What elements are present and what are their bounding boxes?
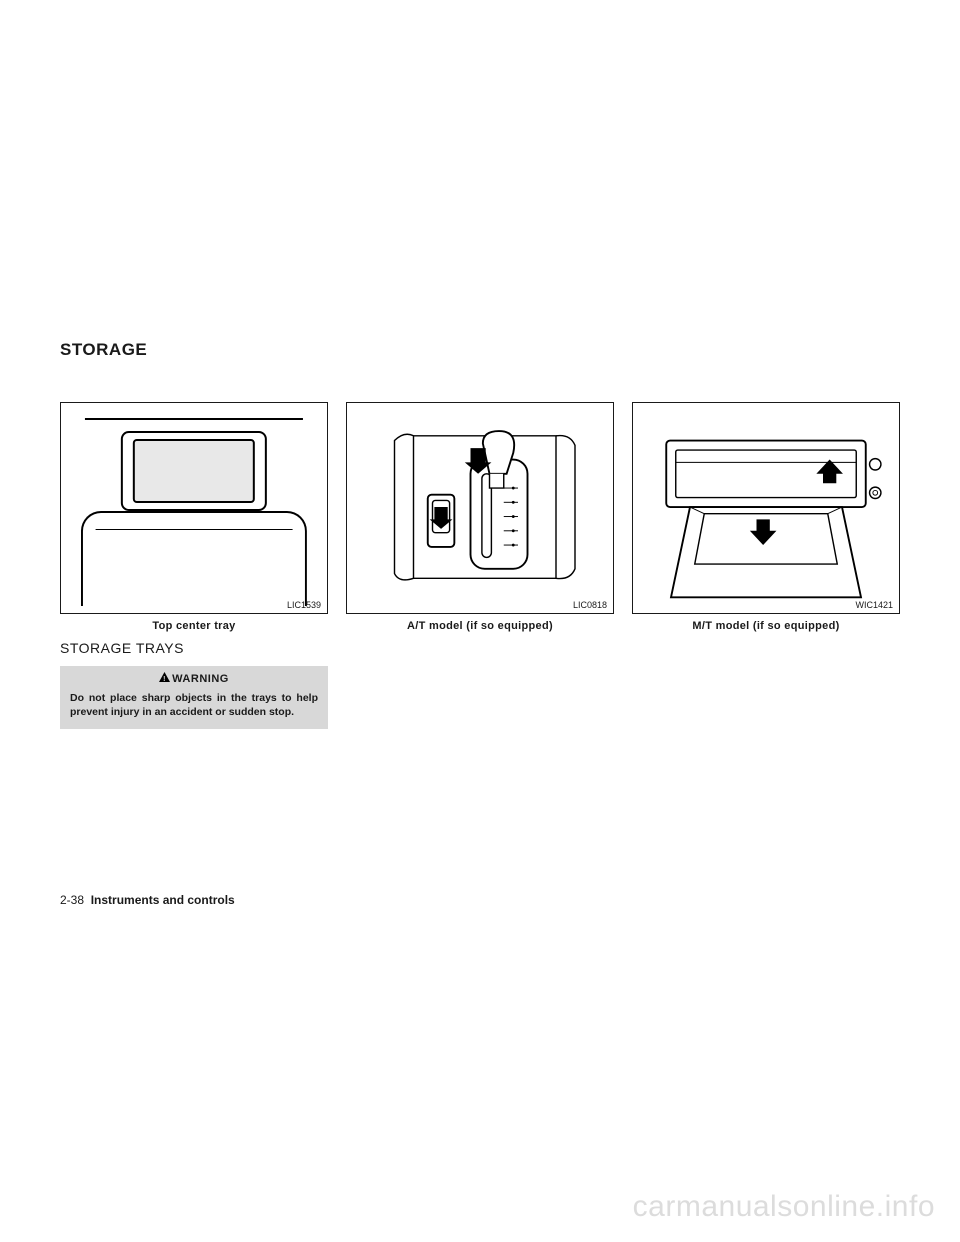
figure-caption: M/T model (if so equipped) bbox=[632, 620, 900, 632]
column-2: LIC0818 A/T model (if so equipped) bbox=[346, 402, 614, 729]
page-footer: 2-38 Instruments and controls bbox=[60, 893, 235, 907]
figure-line bbox=[85, 418, 303, 420]
figure-id: WIC1421 bbox=[855, 600, 893, 610]
figure-columns: LIC1539 Top center tray STORAGE TRAYS ! … bbox=[60, 402, 900, 729]
mt-model-diagram bbox=[633, 403, 899, 613]
figure-mt-model: WIC1421 bbox=[632, 402, 900, 614]
figure-body bbox=[81, 511, 307, 606]
section-title: STORAGE bbox=[60, 340, 900, 360]
figure-id: LIC0818 bbox=[573, 600, 607, 610]
figure-caption: Top center tray bbox=[60, 620, 328, 632]
figure-at-model: LIC0818 bbox=[346, 402, 614, 614]
warning-label: WARNING bbox=[172, 673, 229, 685]
warning-box: ! WARNING Do not place sharp objects in … bbox=[60, 666, 328, 729]
column-3: WIC1421 M/T model (if so equipped) bbox=[632, 402, 900, 729]
figure-line bbox=[96, 528, 293, 530]
figure-id: LIC1539 bbox=[287, 600, 321, 610]
chapter-name: Instruments and controls bbox=[91, 893, 235, 907]
figure-caption: A/T model (if so equipped) bbox=[346, 620, 614, 632]
warning-text: Do not place sharp objects in the trays … bbox=[70, 691, 318, 719]
column-1: LIC1539 Top center tray STORAGE TRAYS ! … bbox=[60, 402, 328, 729]
page-number: 2-38 bbox=[60, 893, 84, 907]
figure-top-center-tray: LIC1539 bbox=[60, 402, 328, 614]
warning-header: ! WARNING bbox=[70, 672, 318, 685]
at-model-diagram bbox=[347, 403, 613, 613]
watermark: carmanualsonline.info bbox=[633, 1190, 935, 1224]
svg-text:!: ! bbox=[163, 676, 166, 682]
warning-triangle-icon: ! bbox=[159, 672, 170, 685]
subsection-title: STORAGE TRAYS bbox=[60, 640, 328, 656]
figure-tray-inner bbox=[133, 439, 255, 503]
